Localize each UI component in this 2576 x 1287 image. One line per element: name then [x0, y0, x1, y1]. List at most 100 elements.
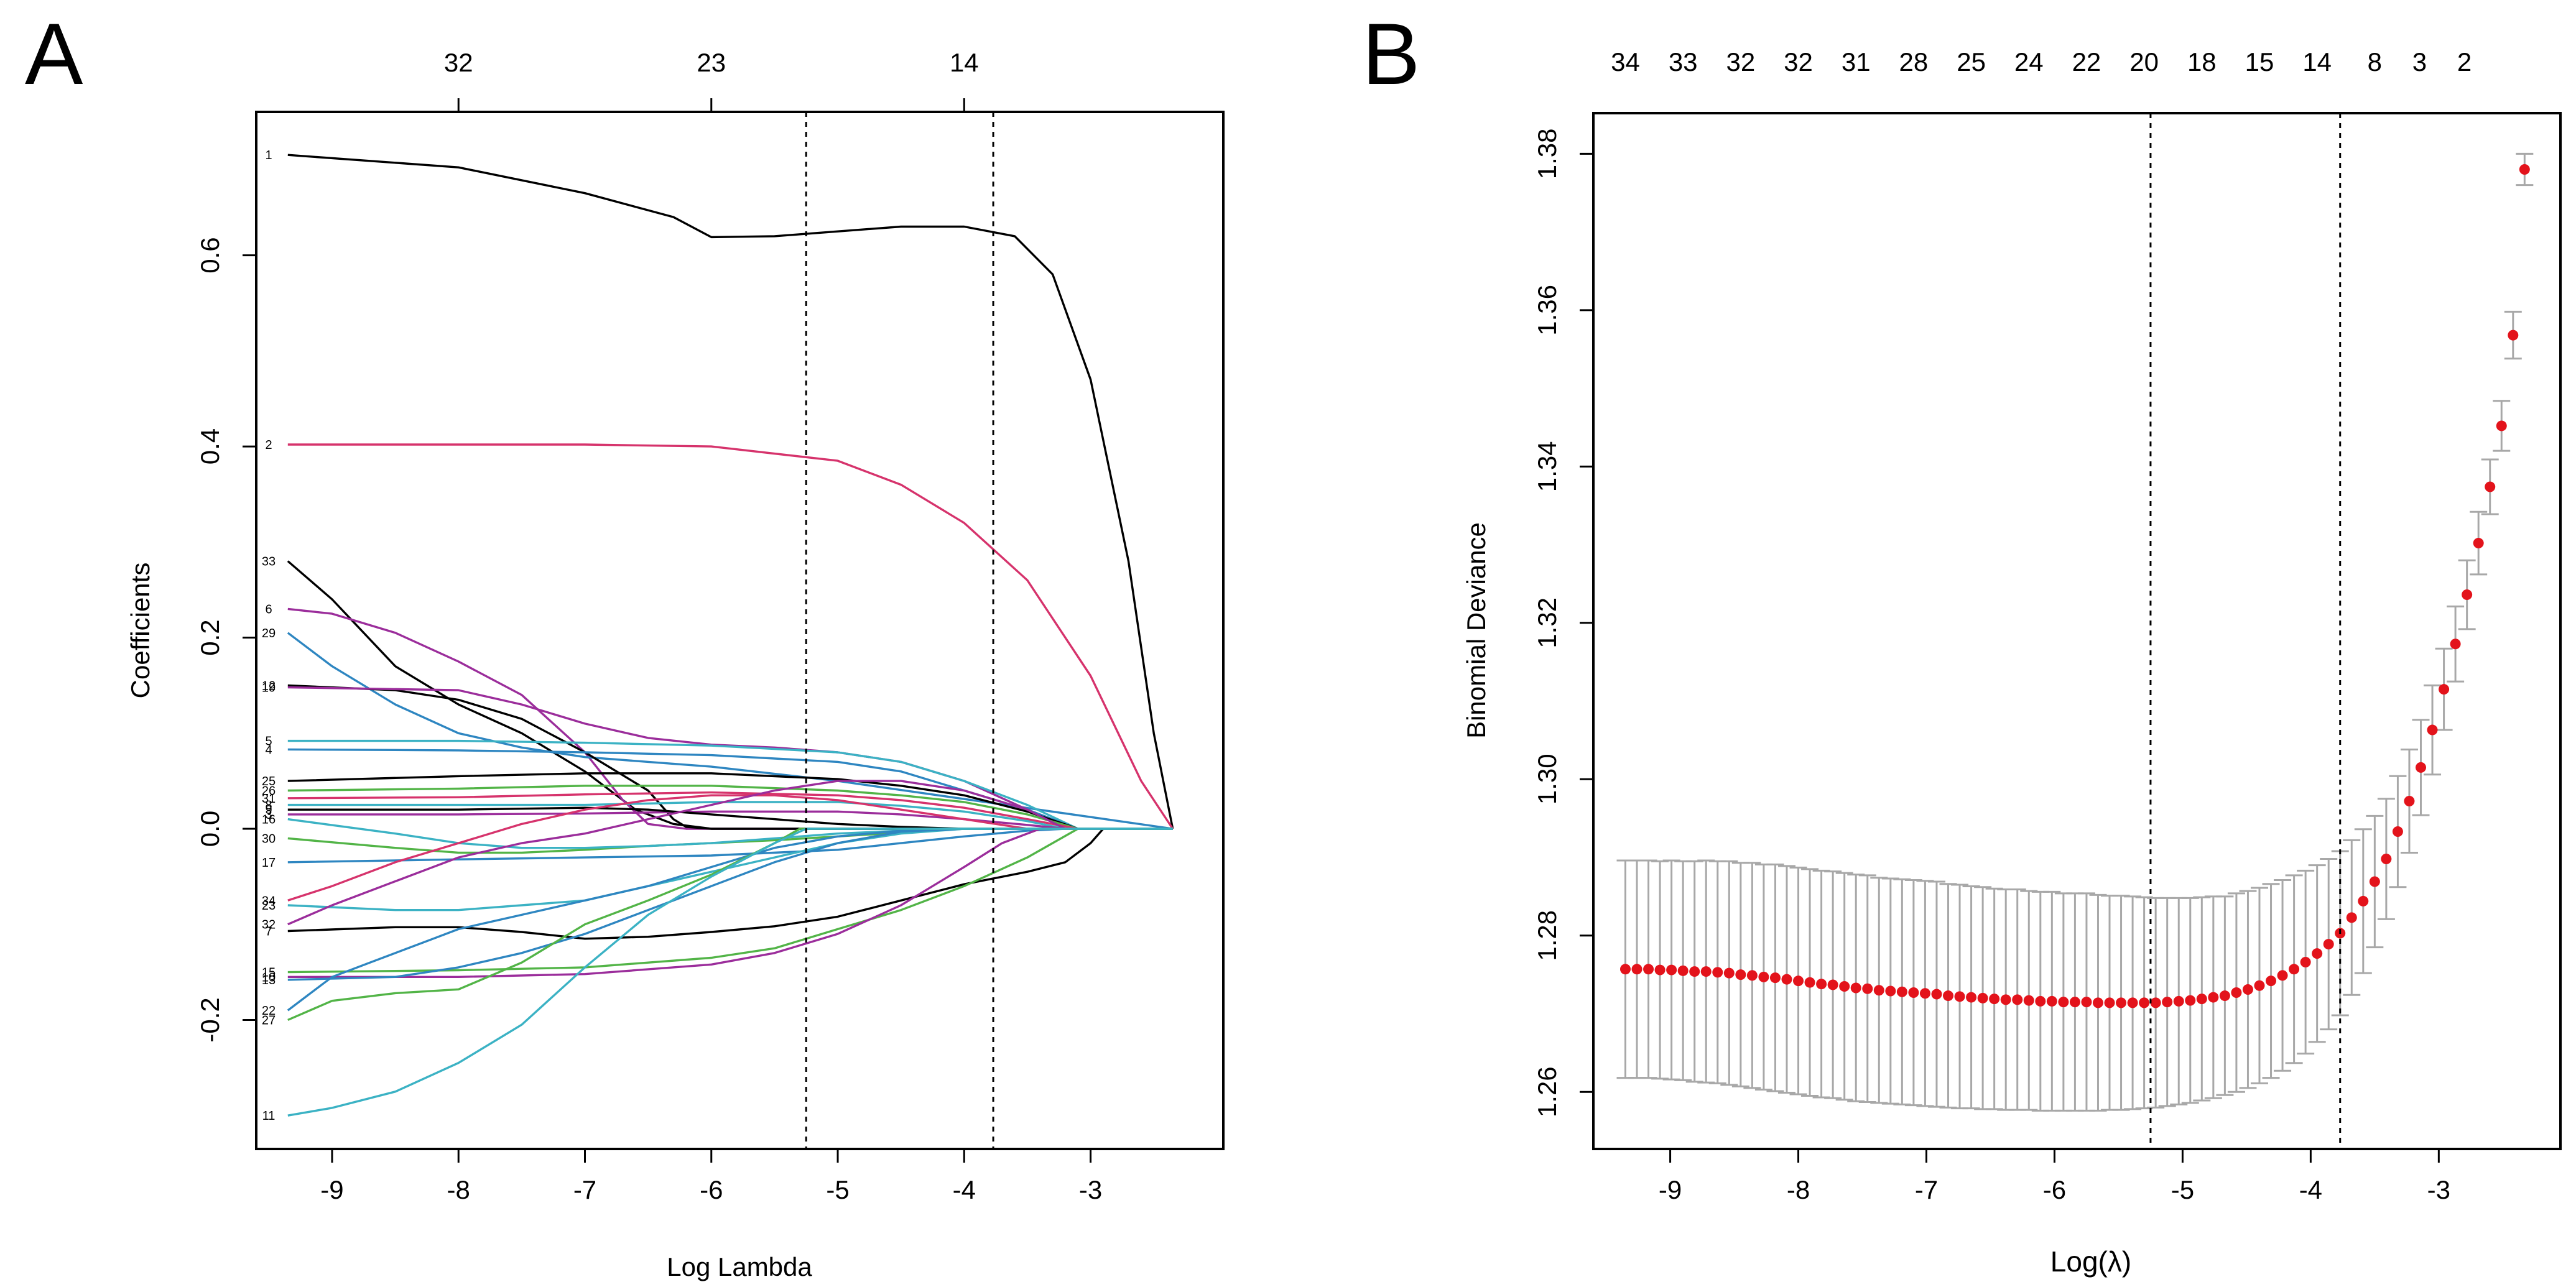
- deviance-point: [2046, 995, 2057, 1007]
- x-tick-label: -8: [447, 1175, 470, 1204]
- y-tick-label: 1.30: [1532, 754, 1562, 805]
- top-tick-label: 31: [1842, 47, 1871, 76]
- deviance-point: [2462, 589, 2473, 601]
- deviance-point: [2427, 724, 2438, 736]
- coefficient-path-34: [287, 794, 1173, 902]
- coefficient-path-5: [287, 739, 1173, 830]
- x-axis-label: Log(λ): [2050, 1245, 2131, 1278]
- coefficient-path-3: [287, 810, 1173, 830]
- panel-label: A: [25, 5, 83, 103]
- deviance-point: [1931, 989, 1942, 1000]
- deviance-point: [1712, 967, 1723, 978]
- top-tick-label: 32: [1726, 47, 1755, 76]
- top-tick-label: 24: [2014, 47, 2044, 76]
- deviance-point: [2231, 987, 2242, 999]
- deviance-point: [2150, 997, 2161, 1008]
- path-label-8: 8: [265, 799, 272, 813]
- x-tick-label: -8: [1787, 1175, 1810, 1204]
- path-label-4: 4: [265, 743, 272, 757]
- path-label-15: 15: [262, 966, 276, 980]
- y-tick-label: 1.28: [1532, 910, 1562, 961]
- path-label-6: 6: [265, 602, 272, 616]
- deviance-point: [2127, 997, 2138, 1008]
- deviance-point: [1966, 992, 1977, 1003]
- deviance-point: [1700, 966, 1712, 977]
- top-tick-label: 32: [444, 48, 473, 77]
- deviance-point: [2254, 980, 2265, 991]
- coefficient-path-17: [287, 828, 1173, 864]
- deviance-point: [1643, 964, 1654, 975]
- deviance-point: [2323, 939, 2334, 950]
- coefficient-paths: [287, 154, 1174, 1117]
- path-label-33: 33: [262, 555, 276, 569]
- x-tick-label: -7: [573, 1175, 596, 1204]
- panel-label: B: [1362, 5, 1420, 103]
- y-tick-label: 0.6: [195, 237, 225, 273]
- deviance-point: [1677, 965, 1689, 976]
- deviance-point: [1816, 979, 1827, 990]
- top-tick-label: 22: [2072, 47, 2101, 76]
- lambda-reference-lines: [2149, 113, 2342, 1149]
- deviance-point: [2208, 992, 2219, 1003]
- deviance-point: [1989, 994, 2000, 1005]
- deviance-point: [1746, 970, 1758, 981]
- y-tick-label: 1.34: [1532, 441, 1562, 492]
- deviance-point: [1793, 976, 1804, 987]
- plot-frame: [255, 111, 1225, 1150]
- deviance-point: [1619, 964, 1631, 975]
- coefficient-path-7: [287, 828, 1173, 940]
- deviance-point: [2346, 912, 2357, 923]
- top-tick-label: 18: [2187, 47, 2217, 76]
- deviance-point: [1977, 992, 1988, 1003]
- deviance-point: [2404, 795, 2415, 806]
- path-label-12: 12: [262, 679, 276, 693]
- coefficient-path-22: [287, 828, 1173, 1012]
- deviance-point: [2196, 994, 2207, 1005]
- deviance-point: [2519, 164, 2530, 175]
- top-tick-label: 8: [2368, 47, 2382, 76]
- top-tick-label: 14: [950, 48, 979, 77]
- deviance-point: [1850, 982, 1861, 994]
- deviance-point: [2312, 948, 2323, 959]
- coefficient-path-25: [287, 772, 1173, 830]
- deviance-point: [1758, 971, 1769, 982]
- top-tick-label: 15: [2245, 47, 2274, 76]
- y-axis: -0.2 0.0 0.2 0.4 0.6: [195, 237, 256, 1043]
- path-label-9: 9: [265, 803, 272, 817]
- top-tick-label: 3: [2412, 47, 2427, 76]
- panel-b-cross-validation-deviance: B -9 -8 -7 -6 -5 -4 -3 1.26 1.28 1.30 1.32 1.34 1.3…: [1362, 5, 2562, 1278]
- deviance-point: [2139, 997, 2150, 1008]
- top-tick-label: 28: [1899, 47, 1929, 76]
- deviance-point: [1723, 967, 1735, 979]
- panel-a-lasso-coefficient-paths: A 12336291219542526318391730163423327151…: [25, 5, 1225, 1281]
- deviance-point: [1735, 969, 1746, 980]
- top-tick-label: 23: [697, 48, 726, 77]
- top-tick-label: 25: [1957, 47, 1986, 76]
- deviance-point: [1873, 985, 1884, 996]
- y-tick-label: -0.2: [195, 997, 225, 1042]
- top-tick-label: 20: [2129, 47, 2159, 76]
- deviance-point: [2104, 997, 2115, 1008]
- top-tick-label: 32: [1784, 47, 1813, 76]
- deviance-point: [2162, 997, 2173, 1008]
- coefficient-path-11: [287, 828, 1173, 1117]
- y-axis: 1.26 1.28 1.30 1.32 1.34 1.36 1.38: [1532, 129, 1593, 1117]
- top-tick-label: 34: [1611, 47, 1640, 76]
- deviance-point: [2392, 826, 2403, 837]
- coefficient-path-10: [287, 828, 1173, 979]
- path-label-23: 23: [262, 899, 276, 913]
- deviance-point: [2508, 330, 2519, 341]
- deviance-point: [1908, 987, 1919, 999]
- top-axis-nonzero-counts: 34 33 32 32 31 28 25 24 22 20 18 15 14 8 3 2: [1611, 47, 2472, 76]
- deviance-point: [2439, 684, 2450, 695]
- deviance-point: [2092, 997, 2103, 1008]
- x-axis-label: Log Lambda: [667, 1252, 812, 1281]
- deviance-point: [1654, 964, 1666, 976]
- y-tick-label: 1.32: [1532, 597, 1562, 648]
- top-axis-nonzero-counts: 32 23 14: [444, 48, 979, 112]
- path-label-5: 5: [265, 735, 272, 749]
- path-label-31: 31: [262, 792, 276, 806]
- x-tick-label: -3: [1079, 1175, 1102, 1204]
- x-tick-label: -4: [2299, 1175, 2322, 1204]
